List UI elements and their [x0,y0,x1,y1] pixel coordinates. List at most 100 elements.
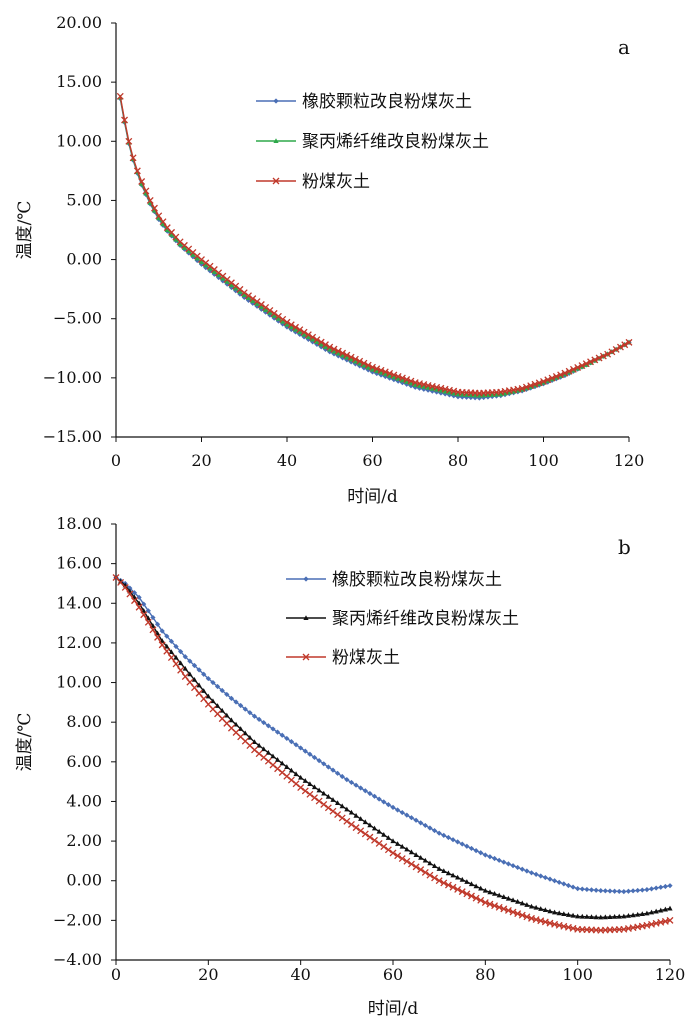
data-point [362,819,368,825]
data-point [473,848,479,854]
data-point [440,879,448,887]
data-point [472,894,480,902]
data-point [378,369,384,375]
data-point [237,288,243,294]
data-point [118,578,124,584]
data-point [220,275,226,281]
data-point [591,356,599,364]
data-point [330,767,336,773]
data-point [357,827,365,835]
data-point [322,344,329,349]
data-point [667,883,673,889]
data-point [207,265,213,271]
data-point [331,351,337,357]
data-point [305,334,311,340]
data-point [644,910,650,916]
data-point [455,839,461,845]
data-point [144,618,152,626]
data-point [496,892,502,898]
data-point [198,259,205,264]
legend-item: 粉煤灰土 [286,648,400,668]
data-point [464,879,470,884]
x-tick-label: 0 [111,965,121,984]
data-point [326,343,334,351]
data-point [311,794,318,802]
data-point [177,666,185,674]
data-point [262,304,270,311]
x-tick-label: 0 [111,451,121,470]
data-point [612,346,620,353]
data-point [435,877,443,885]
data-point [570,884,576,890]
data-point [207,268,213,274]
data-point [509,908,517,916]
data-point [173,236,179,242]
data-point [177,241,183,247]
data-point [164,643,170,649]
data-point [330,797,336,802]
data-point [219,687,225,694]
legend-label: 聚丙烯纤维改良粉煤灰土 [332,609,519,629]
data-point [201,688,207,693]
data-point [429,388,435,394]
data-point [266,306,274,314]
data-point [386,369,394,377]
y-tick-label: 0.00 [66,250,102,269]
data-point [376,796,382,802]
data-point [648,909,655,915]
data-point [298,774,304,780]
data-point [468,845,475,852]
data-point [380,843,388,851]
data-point [551,878,558,884]
data-point [238,726,244,731]
data-point [224,712,230,718]
data-point [135,603,143,611]
legend-item: 聚丙烯纤维改良粉煤灰土 [286,609,519,629]
data-point [391,374,397,380]
data-point [371,836,378,844]
y-tick-label: −15.00 [43,427,102,446]
data-point [658,907,664,913]
data-point [552,372,560,380]
data-point [616,913,622,919]
data-point [413,852,419,857]
y-tick-label: 14.00 [56,593,102,612]
data-point [344,357,350,363]
data-point [146,196,154,204]
data-point [408,380,414,386]
data-point [284,321,290,327]
data-point [240,289,248,297]
data-point [390,371,398,379]
data-point [288,739,295,745]
data-point [500,905,508,913]
data-point [621,913,627,919]
data-point [141,601,147,607]
data-point [510,897,516,903]
data-point [625,338,633,346]
y-tick-label: 12.00 [56,633,102,652]
data-point [224,279,230,284]
data-point [348,356,354,362]
data-point [505,895,512,901]
data-point [518,385,526,392]
data-point [593,914,599,920]
data-point [279,315,287,323]
data-point [427,825,433,831]
data-point [371,825,378,831]
data-point [387,375,393,381]
data-point [476,392,482,398]
data-point [556,910,562,916]
data-point [644,887,650,893]
data-point [178,660,184,666]
data-point [468,881,475,887]
data-point [163,647,171,655]
data-point [173,654,179,660]
data-point [142,187,150,195]
data-point [202,259,210,267]
data-point [190,252,196,257]
data-point [154,633,162,641]
data-point [616,888,622,895]
data-point [210,679,216,686]
data-point [444,881,452,889]
